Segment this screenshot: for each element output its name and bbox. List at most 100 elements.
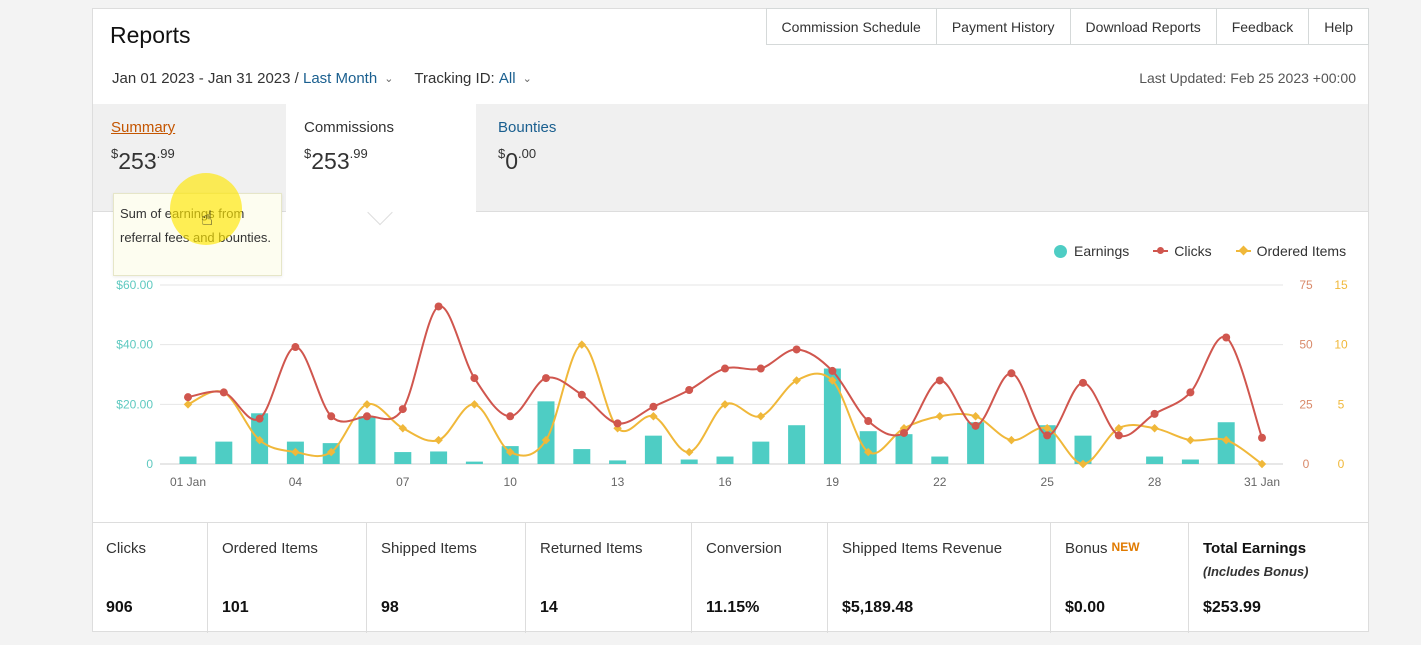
- clicks-point: [1150, 409, 1159, 418]
- ordered-items-point: [398, 423, 408, 433]
- tab-summary[interactable]: Summary $253.99: [93, 104, 285, 212]
- y-right-items-tick-label: 15: [1334, 278, 1348, 292]
- ordered-items-point: [505, 447, 515, 457]
- ordered-items-swatch-icon: [1235, 245, 1251, 256]
- clicks-point: [184, 393, 192, 402]
- ordered-items-point: [255, 435, 264, 445]
- legend-earnings-label: Earnings: [1074, 243, 1130, 259]
- stat-sublabel: (Includes Bonus): [1203, 564, 1309, 579]
- x-tick-label: 04: [289, 475, 303, 489]
- tab-bounties[interactable]: Bounties $0.00: [480, 104, 680, 212]
- ordered-items-point: [1150, 423, 1159, 433]
- ordered-items-point: [1007, 435, 1016, 445]
- stat-value: 11.15%: [706, 599, 760, 616]
- clicks-point: [470, 374, 479, 383]
- tab-summary-label[interactable]: Summary: [111, 119, 176, 136]
- ordered-items-point: [756, 412, 766, 421]
- page-title: Reports: [110, 22, 191, 48]
- clicks-swatch-icon: [1153, 246, 1169, 256]
- ordered-items-point: [541, 435, 551, 445]
- ordered-items-point: [720, 400, 730, 409]
- earnings-bar: [931, 456, 949, 464]
- earnings-bar: [967, 422, 985, 464]
- stat-value: $5,189.48: [842, 599, 914, 616]
- earnings-bar: [1074, 435, 1092, 464]
- y-left-tick-label: $40.00: [116, 338, 153, 352]
- earnings-bar: [752, 441, 770, 464]
- earnings-bar: [609, 460, 627, 464]
- ordered-items-point: [684, 447, 694, 457]
- tracking-id-label: Tracking ID:: [414, 70, 495, 87]
- stats-row: Clicks 906 Ordered Items 101 Shipped Ite…: [92, 522, 1369, 633]
- chart-legend: Earnings Clicks Ordered Items: [1054, 243, 1346, 259]
- feedback-button[interactable]: Feedback: [1215, 8, 1309, 45]
- stat-label: Conversion: [706, 540, 782, 557]
- clicks-point: [721, 364, 729, 373]
- y-right-items-tick-label: 5: [1338, 397, 1345, 411]
- tab-bounties-label[interactable]: Bounties: [498, 119, 557, 136]
- tab-commissions-label[interactable]: Commissions: [304, 119, 395, 136]
- earnings-bar: [859, 431, 877, 464]
- date-preset-dropdown[interactable]: Last Month: [302, 70, 378, 87]
- filter-row: Jan 01 2023 - Jan 31 2023 / Last Month ⌄…: [112, 70, 553, 87]
- x-tick-label: 22: [933, 475, 947, 489]
- x-tick-label: 01 Jan: [170, 475, 206, 489]
- stat-value: 906: [106, 599, 133, 616]
- y-left-tick-label: 0: [146, 457, 153, 471]
- chevron-down-icon[interactable]: ⌄: [384, 73, 394, 85]
- clicks-point: [291, 343, 300, 352]
- y-right-clicks-tick-label: 0: [1303, 457, 1310, 471]
- stat-bonus: Bonus NEW $0.00: [1051, 523, 1189, 633]
- earnings-bar: [823, 368, 841, 464]
- x-tick-label: 16: [718, 475, 732, 489]
- earnings-bar: [716, 456, 734, 464]
- clicks-point: [506, 412, 515, 421]
- ordered-items-point: [828, 376, 837, 385]
- clicks-point: [935, 376, 944, 385]
- ordered-items-point: [971, 412, 980, 421]
- download-reports-button[interactable]: Download Reports: [1069, 8, 1216, 45]
- earnings-bar: [644, 435, 662, 464]
- tracking-id-dropdown[interactable]: All: [498, 70, 516, 87]
- ordered-items-point: [434, 435, 443, 445]
- clicks-point: [828, 366, 837, 375]
- summary-tabs: Summary $253.99 Commissions $253.99 Boun…: [93, 104, 1368, 214]
- ordered-items-point: [935, 412, 945, 421]
- clicks-point: [1079, 378, 1087, 387]
- clicks-point: [1258, 433, 1266, 442]
- y-right-items-tick-label: 0: [1338, 457, 1345, 471]
- y-right-items-tick-label: 10: [1334, 338, 1348, 352]
- commission-schedule-button[interactable]: Commission Schedule: [765, 8, 936, 45]
- stat-value: 101: [222, 599, 249, 616]
- stat-total-earnings: Total Earnings (Includes Bonus) $253.99: [1189, 523, 1369, 633]
- hand-cursor-icon: ☝: [201, 208, 214, 230]
- clicks-point: [1186, 388, 1195, 397]
- ordered-items-point: [792, 376, 801, 385]
- tab-commissions[interactable]: Commissions $253.99: [286, 104, 476, 214]
- legend-clicks[interactable]: Clicks: [1153, 243, 1212, 259]
- legend-ordered-items[interactable]: Ordered Items: [1235, 243, 1346, 259]
- stat-clicks: Clicks 906: [92, 523, 208, 633]
- x-tick-label: 13: [611, 475, 625, 489]
- ordered-items-point: [183, 400, 193, 409]
- legend-earnings[interactable]: Earnings: [1054, 243, 1129, 259]
- earnings-bar: [788, 425, 806, 464]
- chevron-down-icon[interactable]: ⌄: [522, 73, 532, 85]
- clicks-point: [327, 412, 336, 421]
- earnings-bar: [358, 416, 376, 464]
- last-updated: Last Updated: Feb 25 2023 +00:00: [1139, 70, 1356, 86]
- y-right-clicks-tick-label: 75: [1299, 278, 1313, 292]
- x-tick-label: 07: [396, 475, 410, 489]
- help-button[interactable]: Help: [1308, 8, 1369, 45]
- clicks-point: [398, 405, 407, 414]
- earnings-swatch-icon: [1054, 244, 1067, 258]
- y-right-clicks-tick-label: 50: [1299, 338, 1313, 352]
- earnings-bar: [573, 449, 591, 464]
- summary-amount: $253.99: [111, 146, 175, 174]
- clicks-point: [1114, 431, 1123, 440]
- ordered-items-point: [1042, 423, 1052, 433]
- clicks-point: [756, 364, 765, 373]
- earnings-bar: [394, 452, 412, 464]
- payment-history-button[interactable]: Payment History: [935, 8, 1070, 45]
- earnings-bar: [465, 461, 483, 464]
